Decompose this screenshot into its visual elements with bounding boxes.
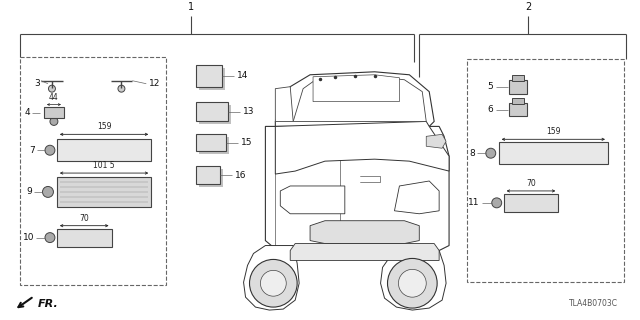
Polygon shape (275, 72, 434, 126)
Polygon shape (275, 87, 293, 121)
Bar (57, 139, 151, 161)
Circle shape (387, 259, 437, 308)
Bar (196, 101, 228, 121)
Polygon shape (313, 75, 399, 101)
Circle shape (49, 85, 56, 92)
Bar (499, 142, 608, 164)
Text: 15: 15 (241, 138, 252, 147)
Circle shape (486, 148, 496, 158)
Bar (467, 59, 624, 282)
Text: 9: 9 (26, 188, 32, 196)
Text: 7: 7 (29, 146, 35, 155)
Bar (504, 194, 558, 212)
Text: 159: 159 (97, 122, 111, 132)
Circle shape (250, 260, 297, 307)
Polygon shape (275, 121, 449, 174)
Polygon shape (293, 77, 426, 121)
Bar (196, 134, 226, 151)
Polygon shape (266, 126, 449, 255)
Text: 6: 6 (487, 105, 493, 114)
Text: 14: 14 (237, 71, 248, 80)
Bar (20, 57, 166, 285)
Bar (199, 68, 225, 90)
Text: 1: 1 (188, 2, 194, 12)
Bar (199, 137, 228, 154)
Bar (57, 177, 151, 207)
Polygon shape (244, 245, 299, 310)
Polygon shape (426, 134, 446, 148)
Bar (509, 103, 527, 116)
Text: 13: 13 (243, 107, 254, 116)
Circle shape (260, 270, 286, 296)
Text: 70: 70 (526, 179, 536, 188)
Polygon shape (280, 186, 345, 214)
Text: 16: 16 (235, 171, 246, 180)
Text: 10: 10 (22, 233, 34, 242)
Bar (511, 98, 524, 104)
Text: 159: 159 (546, 127, 561, 136)
Text: 11: 11 (468, 198, 480, 207)
Bar (509, 80, 527, 94)
Circle shape (118, 85, 125, 92)
Circle shape (50, 117, 58, 125)
Text: FR.: FR. (38, 299, 59, 309)
Bar (196, 166, 220, 184)
Polygon shape (310, 221, 419, 244)
Bar (199, 105, 230, 124)
Polygon shape (394, 181, 439, 214)
Bar (57, 229, 111, 246)
Text: 2: 2 (525, 2, 532, 12)
Bar (196, 65, 221, 87)
Circle shape (399, 269, 426, 297)
Polygon shape (290, 244, 439, 260)
Circle shape (45, 145, 55, 155)
Text: 4: 4 (24, 108, 30, 117)
Text: 101 5: 101 5 (93, 161, 115, 170)
Text: TLA4B0703C: TLA4B0703C (569, 299, 618, 308)
Text: 44: 44 (49, 92, 59, 101)
Text: 12: 12 (149, 79, 161, 88)
Circle shape (492, 198, 502, 208)
Text: 70: 70 (79, 214, 89, 223)
Text: 3: 3 (35, 79, 40, 88)
Polygon shape (381, 251, 446, 310)
Circle shape (42, 187, 53, 197)
Text: 5: 5 (487, 82, 493, 91)
Text: 8: 8 (469, 149, 475, 158)
Bar (44, 107, 64, 118)
Bar (511, 75, 524, 81)
Bar (199, 169, 223, 187)
Circle shape (45, 233, 55, 243)
